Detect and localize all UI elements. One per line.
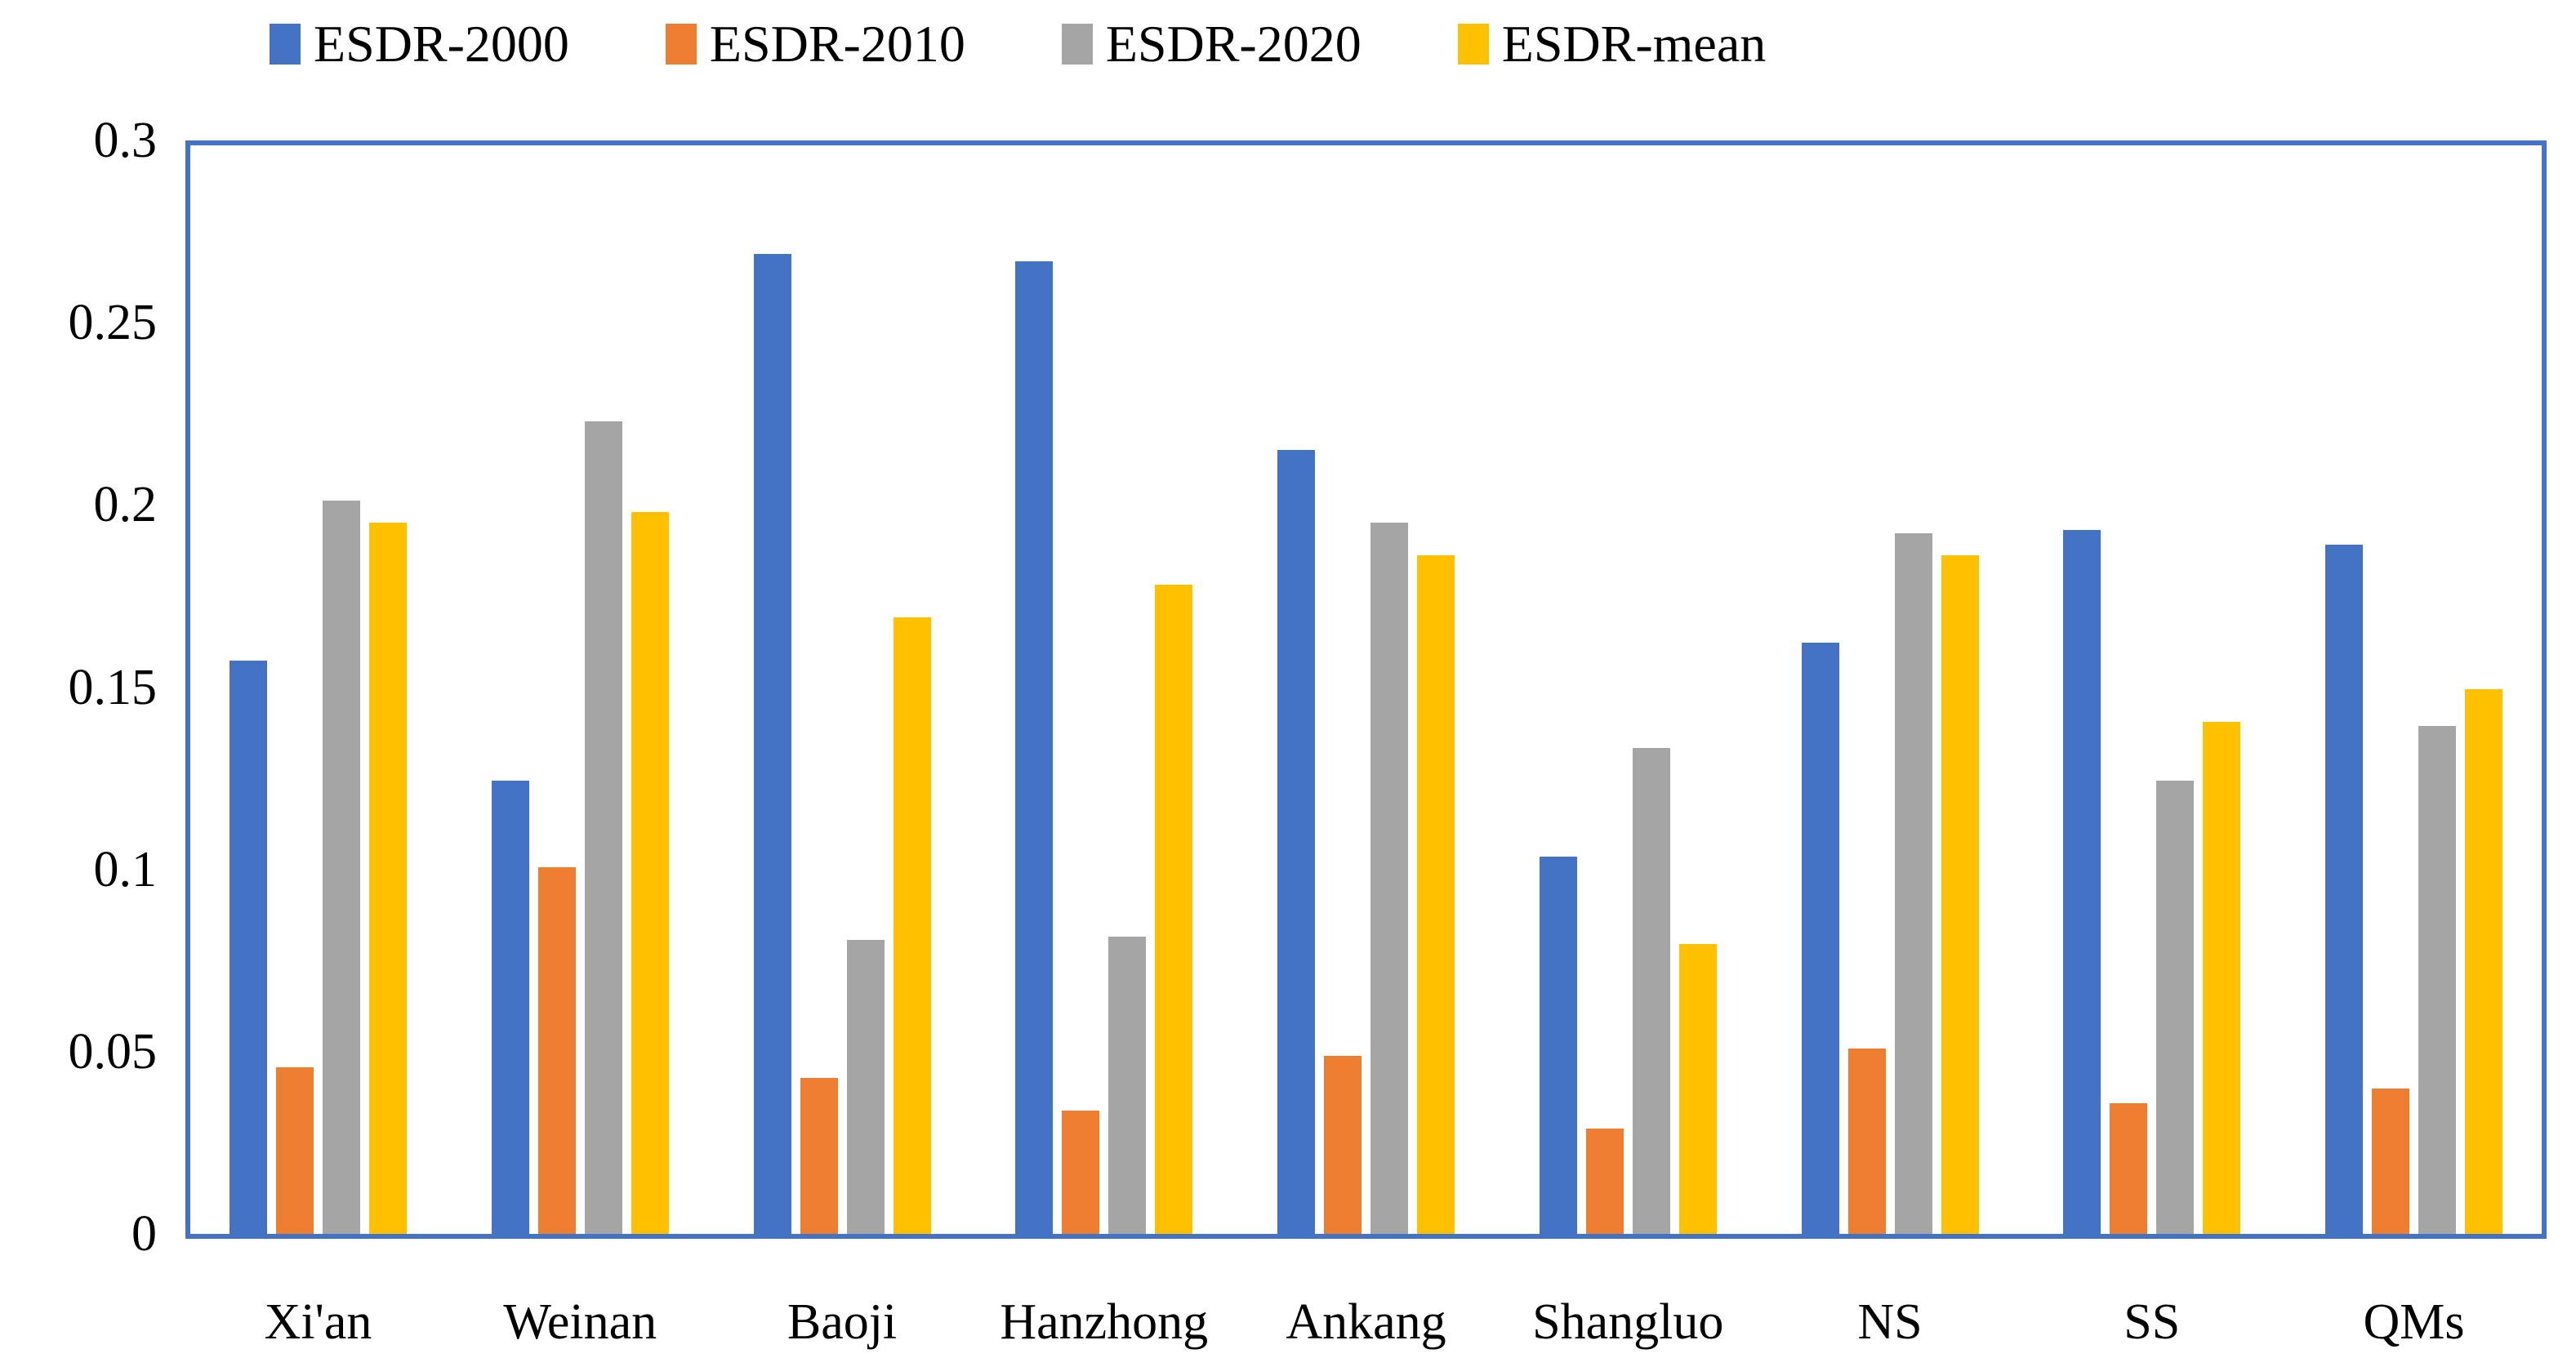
y-tick-label: 0.1 <box>93 841 158 897</box>
legend-item-esdr-2020: ESDR-2020 <box>1061 15 1362 73</box>
x-axis-label: Ankang <box>1286 1294 1446 1350</box>
legend-swatch-icon <box>270 24 301 65</box>
legend-swatch-icon <box>1061 24 1093 65</box>
bar-esdr-2020-ankang <box>1370 523 1408 1234</box>
bar-esdr-2020-ns <box>1894 533 1932 1234</box>
x-axis-label: QMs <box>2363 1294 2465 1350</box>
bar-groups <box>190 145 2542 1234</box>
bar-esdr-mean-shangluo <box>1678 944 1717 1234</box>
bar-esdr-2020-ss <box>2156 781 2195 1234</box>
bar-esdr-2010-ss <box>2110 1103 2148 1234</box>
bar-esdr-2000-qms <box>2325 545 2363 1234</box>
bar-esdr-2020-qms <box>2418 726 2456 1234</box>
y-tick-label: 0.15 <box>68 659 158 715</box>
bar-esdr-2020-weinan <box>584 421 622 1234</box>
bar-esdr-2000-xian <box>230 661 267 1234</box>
legend-swatch-icon <box>665 24 697 65</box>
x-axis-label: Xi'an <box>264 1294 372 1350</box>
y-tick-label: 0.2 <box>93 477 158 533</box>
bar-esdr-2010-shangluo <box>1585 1129 1624 1234</box>
bar-esdr-mean-hanzhong <box>1155 585 1193 1234</box>
bar-esdr-2010-ankang <box>1324 1056 1362 1234</box>
x-axis-label: SS <box>2124 1294 2181 1350</box>
bar-esdr-2020-baoji <box>846 940 885 1234</box>
bar-esdr-mean-xian <box>369 523 407 1234</box>
chart-legend: ESDR-2000 ESDR-2010 ESDR-2020 ESDR-mean <box>270 18 1766 70</box>
legend-item-esdr-2010: ESDR-2010 <box>665 15 965 73</box>
bar-esdr-2000-baoji <box>753 254 791 1234</box>
bar-group-ss <box>2063 145 2241 1234</box>
bar-esdr-2010-xian <box>276 1067 314 1234</box>
bar-group-ns <box>1801 145 1979 1234</box>
bar-group-xian <box>230 145 407 1234</box>
bar-group-ankang <box>1277 145 1455 1234</box>
x-axis-label: Hanzhong <box>1000 1294 1209 1350</box>
plot-area <box>185 140 2547 1239</box>
x-axis-label: Shangluo <box>1532 1294 1724 1350</box>
bar-esdr-2000-ankang <box>1277 450 1315 1234</box>
bar-esdr-2010-qms <box>2372 1089 2409 1234</box>
y-tick-label: 0 <box>131 1206 157 1262</box>
bar-esdr-2020-shangluo <box>1632 748 1670 1234</box>
bar-esdr-mean-qms <box>2465 689 2502 1234</box>
legend-swatch-icon <box>1457 24 1489 65</box>
bar-esdr-2010-weinan <box>537 867 576 1234</box>
bar-esdr-2000-hanzhong <box>1015 261 1054 1234</box>
bar-esdr-2000-ss <box>2063 530 2101 1234</box>
bar-esdr-2010-ns <box>1847 1049 1886 1234</box>
bar-esdr-2010-hanzhong <box>1062 1111 1100 1234</box>
legend-label: ESDR-2000 <box>314 15 569 73</box>
legend-label: ESDR-2010 <box>709 15 965 73</box>
legend-label: ESDR-mean <box>1501 15 1767 73</box>
bar-group-weinan <box>491 145 669 1234</box>
bar-group-hanzhong <box>1015 145 1193 1234</box>
x-axis-label: NS <box>1857 1294 1923 1350</box>
y-tick-label: 0.05 <box>68 1023 158 1080</box>
y-tick-label: 0.3 <box>93 113 158 168</box>
bar-esdr-mean-ss <box>2203 722 2241 1234</box>
bar-group-shangluo <box>1539 145 1717 1234</box>
legend-item-esdr-mean: ESDR-mean <box>1457 15 1767 73</box>
bar-esdr-2020-xian <box>323 501 360 1234</box>
bar-group-qms <box>2325 145 2502 1234</box>
legend-item-esdr-2000: ESDR-2000 <box>270 18 569 70</box>
bar-esdr-mean-ns <box>1941 555 1979 1234</box>
bar-esdr-2010-baoji <box>800 1078 838 1234</box>
x-axis-label: Baoji <box>787 1294 898 1350</box>
bar-esdr-2000-shangluo <box>1539 857 1577 1234</box>
bar-esdr-2000-weinan <box>491 781 529 1234</box>
bar-esdr-mean-ankang <box>1417 555 1455 1234</box>
legend-label: ESDR-2020 <box>1105 15 1362 73</box>
bar-esdr-2020-hanzhong <box>1108 937 1147 1234</box>
bar-esdr-mean-weinan <box>631 512 669 1234</box>
y-tick-label: 0.25 <box>68 295 158 351</box>
x-axis-label: Weinan <box>503 1294 657 1350</box>
bar-group-baoji <box>753 145 931 1234</box>
bar-esdr-2000-ns <box>1801 643 1839 1234</box>
bar-esdr-mean-baoji <box>893 617 931 1234</box>
